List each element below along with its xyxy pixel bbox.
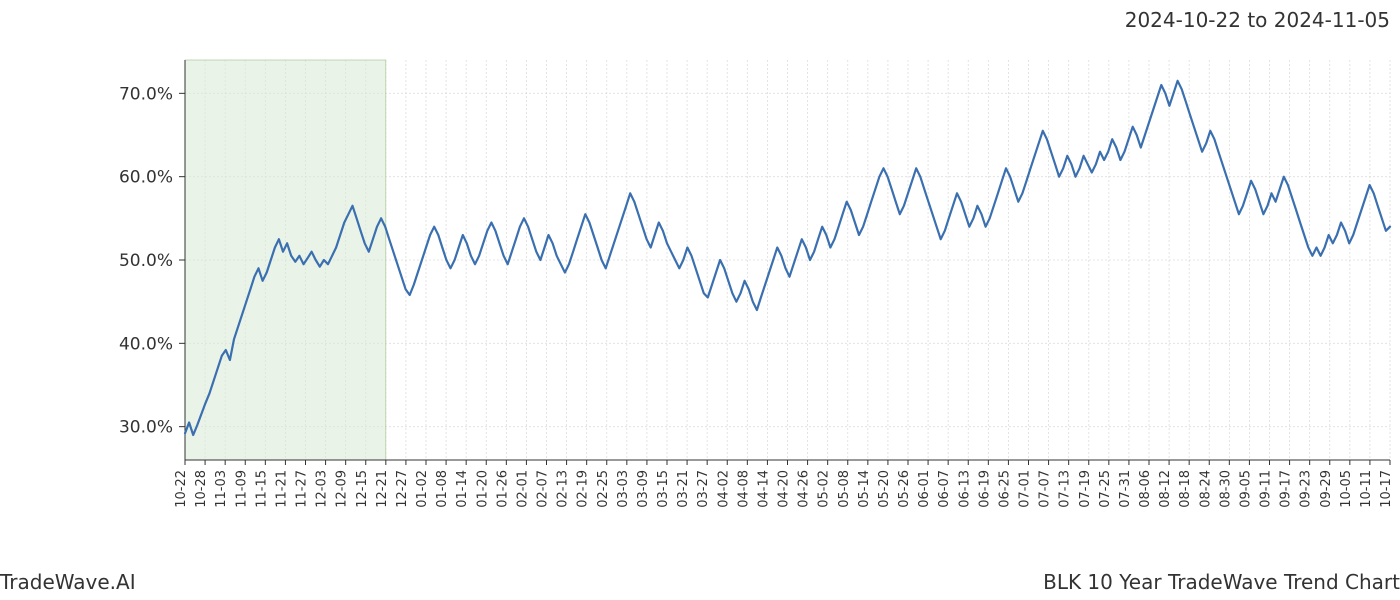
svg-text:10-17: 10-17 (1379, 470, 1394, 508)
svg-text:07-13: 07-13 (1058, 470, 1073, 508)
svg-text:11-15: 11-15 (254, 470, 269, 508)
svg-text:06-07: 06-07 (937, 470, 952, 508)
svg-text:06-25: 06-25 (997, 470, 1012, 508)
svg-text:12-27: 12-27 (395, 470, 410, 508)
trend-chart: 30.0% 40.0% 50.0% 60.0% 70.0% 10-22 10-28 11-03… (0, 0, 1400, 600)
svg-text:10-22: 10-22 (174, 470, 189, 508)
svg-text:09-23: 09-23 (1299, 470, 1314, 508)
svg-text:03-27: 03-27 (696, 470, 711, 508)
brand-label: TradeWave.AI (0, 570, 136, 594)
svg-text:08-30: 08-30 (1218, 470, 1233, 508)
svg-text:07-31: 07-31 (1118, 470, 1133, 508)
svg-text:02-19: 02-19 (576, 470, 591, 508)
svg-text:05-20: 05-20 (877, 470, 892, 508)
svg-text:12-21: 12-21 (375, 470, 390, 508)
svg-text:07-25: 07-25 (1098, 470, 1113, 508)
svg-text:02-25: 02-25 (596, 470, 611, 508)
svg-text:01-02: 01-02 (415, 470, 430, 508)
svg-text:04-20: 04-20 (777, 470, 792, 508)
svg-text:70.0%: 70.0% (119, 84, 173, 104)
svg-text:09-11: 09-11 (1259, 470, 1274, 508)
svg-text:01-14: 01-14 (455, 470, 470, 508)
svg-text:07-19: 07-19 (1078, 470, 1093, 508)
svg-text:09-05: 09-05 (1238, 470, 1253, 508)
svg-text:07-07: 07-07 (1038, 470, 1053, 508)
svg-text:02-13: 02-13 (556, 470, 571, 508)
svg-text:01-20: 01-20 (475, 470, 490, 508)
svg-text:04-14: 04-14 (756, 470, 771, 508)
svg-text:03-21: 03-21 (676, 470, 691, 508)
svg-text:11-03: 11-03 (214, 470, 229, 508)
svg-text:02-07: 02-07 (536, 470, 551, 508)
svg-text:60.0%: 60.0% (119, 168, 173, 188)
svg-text:04-26: 04-26 (797, 470, 812, 508)
svg-text:03-09: 03-09 (636, 470, 651, 508)
svg-text:09-17: 09-17 (1279, 470, 1294, 508)
svg-text:10-05: 10-05 (1339, 470, 1354, 508)
svg-text:02-01: 02-01 (515, 470, 530, 508)
svg-text:06-19: 06-19 (977, 470, 992, 508)
svg-text:05-26: 05-26 (897, 470, 912, 508)
svg-text:12-15: 12-15 (355, 470, 370, 508)
svg-text:08-06: 08-06 (1138, 470, 1153, 508)
svg-text:09-29: 09-29 (1319, 470, 1334, 508)
svg-text:06-13: 06-13 (957, 470, 972, 508)
svg-text:11-21: 11-21 (274, 470, 289, 508)
svg-text:05-08: 05-08 (837, 470, 852, 508)
svg-text:03-03: 03-03 (616, 470, 631, 508)
svg-text:03-15: 03-15 (656, 470, 671, 508)
svg-text:04-08: 04-08 (736, 470, 751, 508)
svg-text:06-01: 06-01 (917, 470, 932, 508)
svg-text:11-27: 11-27 (295, 470, 310, 508)
svg-text:12-09: 12-09 (335, 470, 350, 508)
svg-text:30.0%: 30.0% (119, 418, 173, 438)
svg-text:08-12: 08-12 (1158, 470, 1173, 508)
svg-text:08-24: 08-24 (1198, 470, 1213, 508)
chart-title: BLK 10 Year TradeWave Trend Chart (1043, 570, 1400, 594)
svg-text:50.0%: 50.0% (119, 251, 173, 271)
svg-text:10-28: 10-28 (194, 470, 209, 508)
svg-text:40.0%: 40.0% (119, 334, 173, 354)
svg-text:10-11: 10-11 (1359, 470, 1374, 508)
svg-text:04-02: 04-02 (716, 470, 731, 508)
svg-text:07-01: 07-01 (1018, 470, 1033, 508)
svg-text:05-02: 05-02 (817, 470, 832, 508)
svg-text:01-08: 01-08 (435, 470, 450, 508)
svg-text:01-26: 01-26 (495, 470, 510, 508)
svg-text:08-18: 08-18 (1178, 470, 1193, 508)
svg-text:12-03: 12-03 (315, 470, 330, 508)
svg-text:11-09: 11-09 (234, 470, 249, 508)
svg-text:05-14: 05-14 (857, 470, 872, 508)
